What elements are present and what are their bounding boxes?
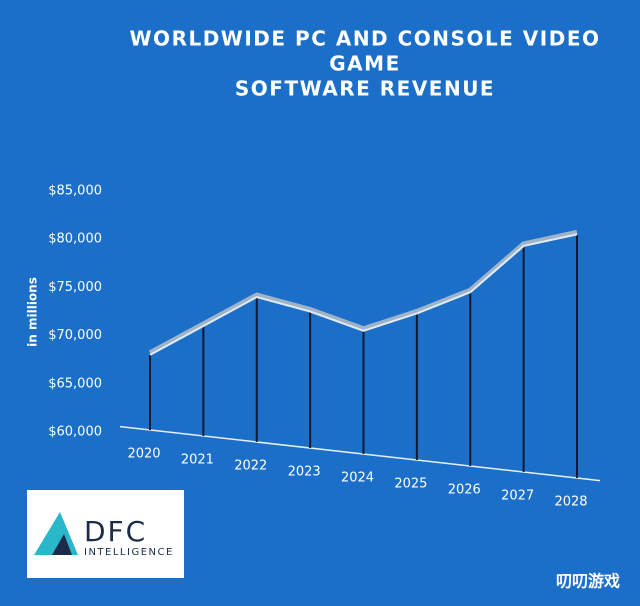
line — [149, 233, 578, 356]
x-tick-label: 2022 — [234, 459, 267, 474]
y-tick-label: $70,000 — [48, 328, 102, 343]
x-tick-label: 2026 — [448, 483, 481, 498]
x-tick-label: 2025 — [394, 477, 427, 492]
y-tick-label: $75,000 — [48, 280, 102, 295]
chart-title: SOFTWARE REVENUE — [235, 77, 495, 101]
x-tick-label: 2024 — [341, 471, 374, 486]
logo-icon — [52, 534, 72, 555]
x-tick-label: 2021 — [181, 453, 214, 468]
watermark: 叨叨游戏 — [556, 572, 620, 591]
y-axis-label: in millions — [26, 277, 40, 347]
x-tick-label: 2028 — [554, 495, 587, 510]
x-tick-label: 2027 — [501, 489, 534, 504]
floor-line — [119, 425, 601, 482]
chart-title: GAME — [329, 52, 400, 76]
y-tick-label: $85,000 — [48, 184, 102, 199]
y-tick-label: $60,000 — [48, 425, 102, 440]
x-tick-label: 2023 — [288, 465, 321, 480]
logo-subtext: INTELLIGENCE — [84, 547, 174, 558]
y-tick-label: $65,000 — [48, 376, 102, 391]
chart-title: WORLDWIDE PC AND CONSOLE VIDEO — [130, 27, 601, 51]
logo-text: DFC — [84, 515, 147, 548]
x-tick-label: 2020 — [127, 447, 160, 462]
ribbon — [148, 229, 578, 356]
y-tick-label: $80,000 — [48, 232, 102, 247]
